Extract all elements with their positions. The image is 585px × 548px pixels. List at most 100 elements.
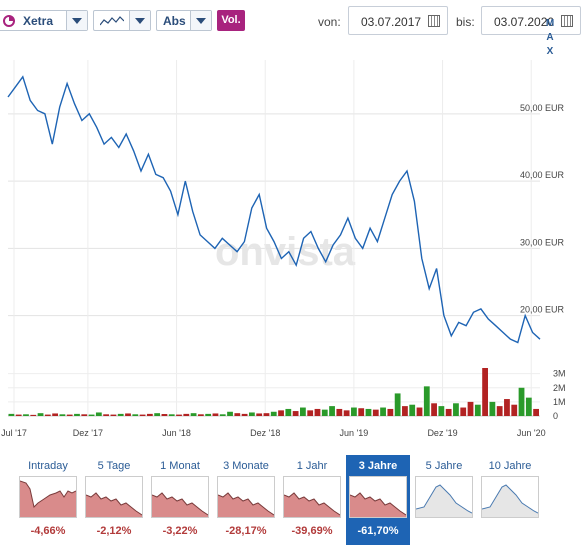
volume-bar (219, 414, 226, 416)
volume-tick-label: 1M (553, 397, 566, 407)
chart-type-select[interactable] (93, 10, 151, 31)
volume-bar (44, 414, 51, 416)
chevron-down-icon[interactable] (66, 11, 87, 30)
from-label: von: (318, 15, 341, 29)
period-thumbnail (415, 476, 473, 518)
volume-bar (95, 412, 102, 416)
price-chart[interactable]: onvista 20,00 EUR 30,00 EUR 40,00 EUR 50,00… (0, 50, 585, 445)
volume-bar (183, 413, 190, 416)
volume-bar (358, 408, 365, 416)
time-tick-label: Dez '18 (250, 428, 280, 438)
volume-bar (482, 368, 488, 416)
volume-bar (423, 386, 430, 416)
volume-bar (256, 413, 263, 416)
price-line (7, 75, 541, 344)
volume-bar (387, 408, 394, 416)
calendar-icon[interactable] (561, 15, 573, 27)
volume-bar (416, 407, 423, 416)
volume-bar (533, 408, 539, 416)
volume-button[interactable]: Vol. (217, 10, 245, 31)
period-change-value: -28,17% (225, 525, 267, 537)
volume-bar (336, 408, 343, 416)
mode-select[interactable]: Abs (156, 10, 212, 31)
period-thumbnail (481, 476, 539, 518)
volume-bar (351, 407, 357, 416)
volume-bar (154, 413, 161, 416)
price-tick-label: 40,00 EUR (520, 170, 565, 180)
volume-bar (329, 406, 335, 416)
period-change-value: -2,12% (96, 525, 132, 537)
max-letter-m: M (545, 18, 555, 29)
volume-bar (321, 409, 328, 416)
period-label: 3 Monate (223, 460, 269, 472)
volume-bar (197, 414, 204, 416)
period-label: 1 Monat (160, 460, 200, 472)
chevron-down-icon[interactable] (129, 11, 150, 30)
volume-tick-label: 3M (553, 369, 566, 379)
volume-bar (74, 413, 80, 416)
volume-bar (205, 413, 212, 416)
volume-bar (314, 408, 321, 416)
volume-bar (190, 413, 197, 416)
period-tab-3-jahre[interactable]: 3 Jahre -61,70% (346, 455, 410, 545)
period-thumbnail (283, 476, 341, 518)
period-tab-1-jahr[interactable]: 1 Jahr -39,69% (280, 455, 344, 545)
period-thumbnail (151, 476, 209, 518)
period-tab-5-jahre[interactable]: 5 Jahre (412, 455, 476, 545)
time-tick-label: Jun '19 (340, 428, 369, 438)
exchange-select[interactable]: Xetra (0, 10, 88, 31)
volume-bar (81, 414, 88, 416)
volume-bar (52, 413, 59, 416)
volume-bar (15, 414, 22, 416)
volume-bar (110, 414, 117, 416)
volume-bar (103, 414, 110, 416)
volume-bar (263, 413, 270, 416)
period-label: 1 Jahr (296, 460, 328, 472)
volume-bar (402, 406, 408, 416)
price-tick-label: 30,00 EUR (520, 237, 565, 247)
volume-bar (146, 413, 153, 416)
period-change-value: -61,70% (357, 525, 399, 537)
volume-bar (453, 403, 459, 416)
from-date-value: 03.07.2017 (361, 15, 422, 29)
volume-bar (117, 413, 124, 416)
line-chart-icon (100, 16, 124, 26)
volume-bar (212, 413, 219, 416)
to-date-field[interactable]: 03.07.2020 (481, 6, 581, 35)
from-date-field[interactable]: 03.07.2017 (348, 6, 448, 35)
period-thumbnail (349, 476, 407, 518)
volume-bar (234, 413, 241, 416)
period-label: 10 Jahre (488, 460, 532, 472)
max-button[interactable]: M A X (543, 17, 557, 59)
volume-bar (278, 410, 284, 416)
period-tab-3-monate[interactable]: 3 Monate -28,17% (214, 455, 278, 545)
max-letter-x: X (546, 46, 554, 57)
volume-bar (30, 414, 37, 416)
volume-bar (394, 393, 401, 416)
volume-bar (248, 412, 255, 416)
volume-bar (285, 408, 292, 416)
period-label: 5 Tage (97, 460, 131, 472)
chevron-down-icon[interactable] (190, 11, 211, 30)
toolbar: Xetra Abs Vol. von: 03.07.2017 bis: 03.0… (0, 0, 585, 40)
period-tab-intraday[interactable]: Intraday -4,66% (16, 455, 80, 545)
volume-bar (365, 408, 372, 416)
mode-label: Abs (163, 14, 186, 28)
volume-bar (241, 413, 248, 416)
volume-bar (59, 414, 66, 416)
time-tick-label: Jun '18 (162, 428, 191, 438)
period-tab-1-monat[interactable]: 1 Monat -3,22% (148, 455, 212, 545)
volume-bar (460, 407, 467, 416)
volume-bar (504, 399, 510, 416)
calendar-icon[interactable] (428, 15, 440, 27)
volume-bar (168, 414, 175, 416)
time-tick-label: Jun '20 (517, 428, 546, 438)
volume-bar (518, 387, 525, 416)
price-tick-label: 20,00 EUR (520, 305, 565, 315)
time-tick-label: Dez '19 (427, 428, 457, 438)
period-tab-5-tage[interactable]: 5 Tage -2,12% (82, 455, 146, 545)
exchange-icon (3, 15, 15, 27)
volume-bar (139, 414, 146, 416)
period-tab-10-jahre[interactable]: 10 Jahre (478, 455, 542, 545)
period-thumbnail (19, 476, 77, 518)
